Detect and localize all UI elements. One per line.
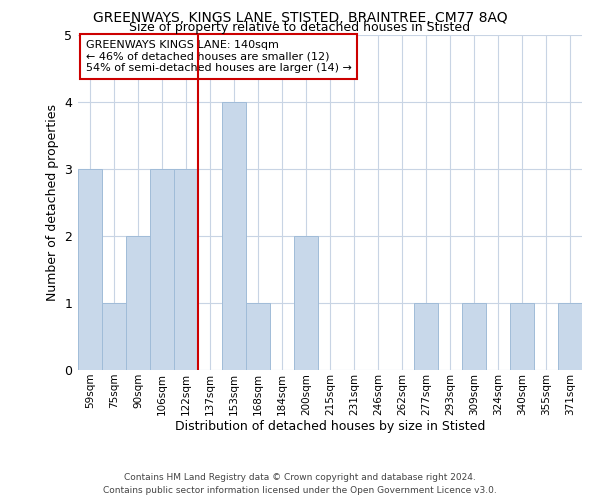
Bar: [414, 303, 438, 370]
Text: Contains HM Land Registry data © Crown copyright and database right 2024.
Contai: Contains HM Land Registry data © Crown c…: [103, 474, 497, 495]
Text: GREENWAYS KINGS LANE: 140sqm
← 46% of detached houses are smaller (12)
54% of se: GREENWAYS KINGS LANE: 140sqm ← 46% of de…: [86, 40, 352, 73]
Bar: [294, 236, 318, 370]
Bar: [558, 303, 582, 370]
Bar: [462, 303, 486, 370]
Bar: [246, 303, 270, 370]
Bar: [174, 169, 198, 370]
Bar: [150, 169, 174, 370]
Bar: [102, 303, 126, 370]
X-axis label: Distribution of detached houses by size in Stisted: Distribution of detached houses by size …: [175, 420, 485, 434]
Bar: [126, 236, 150, 370]
Bar: [78, 169, 102, 370]
Text: GREENWAYS, KINGS LANE, STISTED, BRAINTREE, CM77 8AQ: GREENWAYS, KINGS LANE, STISTED, BRAINTRE…: [92, 11, 508, 25]
Text: Size of property relative to detached houses in Stisted: Size of property relative to detached ho…: [130, 22, 470, 35]
Bar: [222, 102, 246, 370]
Bar: [510, 303, 534, 370]
Y-axis label: Number of detached properties: Number of detached properties: [46, 104, 59, 301]
